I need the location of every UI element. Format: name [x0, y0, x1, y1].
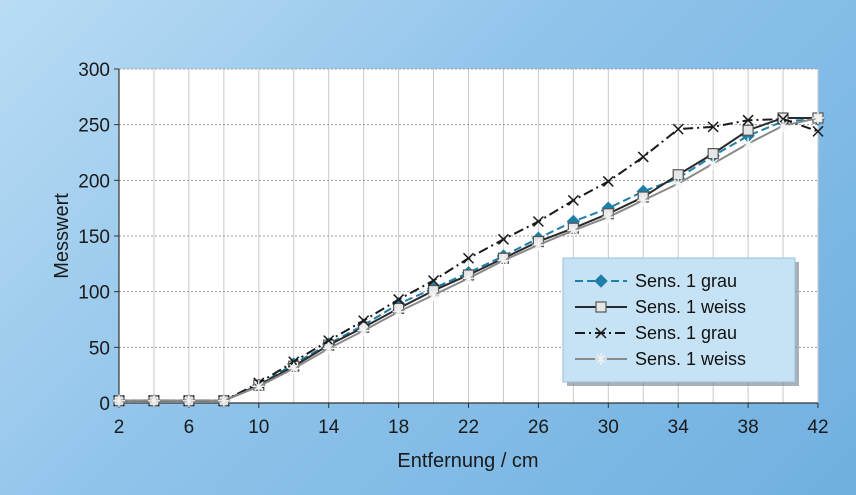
data-point: [462, 252, 475, 264]
legend: Sens. 1 grau Sens. 1 weiss Sens. 1 grau Sen…: [562, 257, 799, 386]
data-point: [393, 293, 405, 305]
y-tick-label: 100: [78, 283, 110, 304]
x-tick-label: 18: [388, 417, 409, 438]
data-point: [812, 111, 824, 124]
legend-label: Sens. 1 grau: [635, 271, 737, 291]
data-point: [742, 114, 754, 126]
data-point: [323, 335, 335, 347]
data-point: [812, 125, 824, 137]
x-tick-label: 26: [528, 417, 549, 438]
y-axis-label: Messwert: [51, 193, 73, 279]
data-point: [147, 394, 160, 407]
data-point: [497, 233, 509, 245]
series-line: [119, 118, 819, 402]
legend-swatch-marker: [594, 274, 608, 288]
x-axis-label: Entfernung / cm: [397, 450, 538, 472]
y-tick-label: 250: [78, 116, 110, 137]
data-point: [252, 380, 265, 393]
x-tick-label: 30: [598, 417, 619, 438]
series-4: [113, 111, 824, 407]
data-point: [392, 305, 405, 318]
x-tick-label: 22: [458, 417, 479, 438]
x-tick-label: 2: [114, 417, 125, 438]
data-point: [707, 121, 719, 133]
data-point: [602, 175, 614, 187]
data-point: [322, 342, 335, 355]
legend-label: Sens. 1 grau: [635, 323, 737, 343]
data-point: [567, 224, 580, 237]
data-point: [742, 137, 755, 150]
legend-label: Sens. 1 weiss: [635, 297, 746, 317]
data-point: [777, 119, 790, 132]
x-tick-label: 34: [668, 417, 690, 438]
data-point: [427, 289, 440, 302]
data-point: [113, 394, 125, 407]
data-point: [182, 394, 195, 407]
data-point: [532, 238, 545, 251]
data-point: [357, 324, 370, 337]
x-tick-label: 6: [184, 417, 195, 438]
legend-label: Sens. 1 weiss: [635, 349, 746, 369]
y-tick-label: 150: [78, 227, 110, 248]
data-point: [672, 123, 684, 135]
x-tick-label: 10: [248, 417, 269, 438]
data-point: [707, 148, 719, 160]
x-tick-label: 42: [807, 417, 828, 438]
x-tick-label: 14: [318, 417, 340, 438]
data-point: [672, 177, 685, 190]
legend-swatch-marker: [595, 327, 607, 339]
y-tick-label: 0: [99, 394, 110, 415]
data-point: [462, 272, 475, 285]
legend-swatch-marker: [595, 353, 607, 365]
data-point: [637, 194, 650, 207]
y-tick-label: 200: [78, 171, 110, 192]
data-point: [532, 215, 544, 228]
data-point: [217, 394, 230, 407]
y-tick-label: 50: [89, 338, 110, 359]
data-point: [637, 151, 649, 163]
x-tick-label: 38: [738, 417, 759, 438]
data-point: [742, 124, 754, 136]
data-point: [428, 275, 440, 287]
data-point: [707, 157, 720, 170]
data-point: [567, 194, 579, 206]
data-point: [358, 315, 370, 327]
legend-swatch-marker: [595, 301, 607, 313]
data-point: [287, 362, 300, 375]
data-point: [602, 211, 615, 224]
data-point: [497, 254, 510, 267]
y-tick-label: 300: [78, 60, 110, 81]
